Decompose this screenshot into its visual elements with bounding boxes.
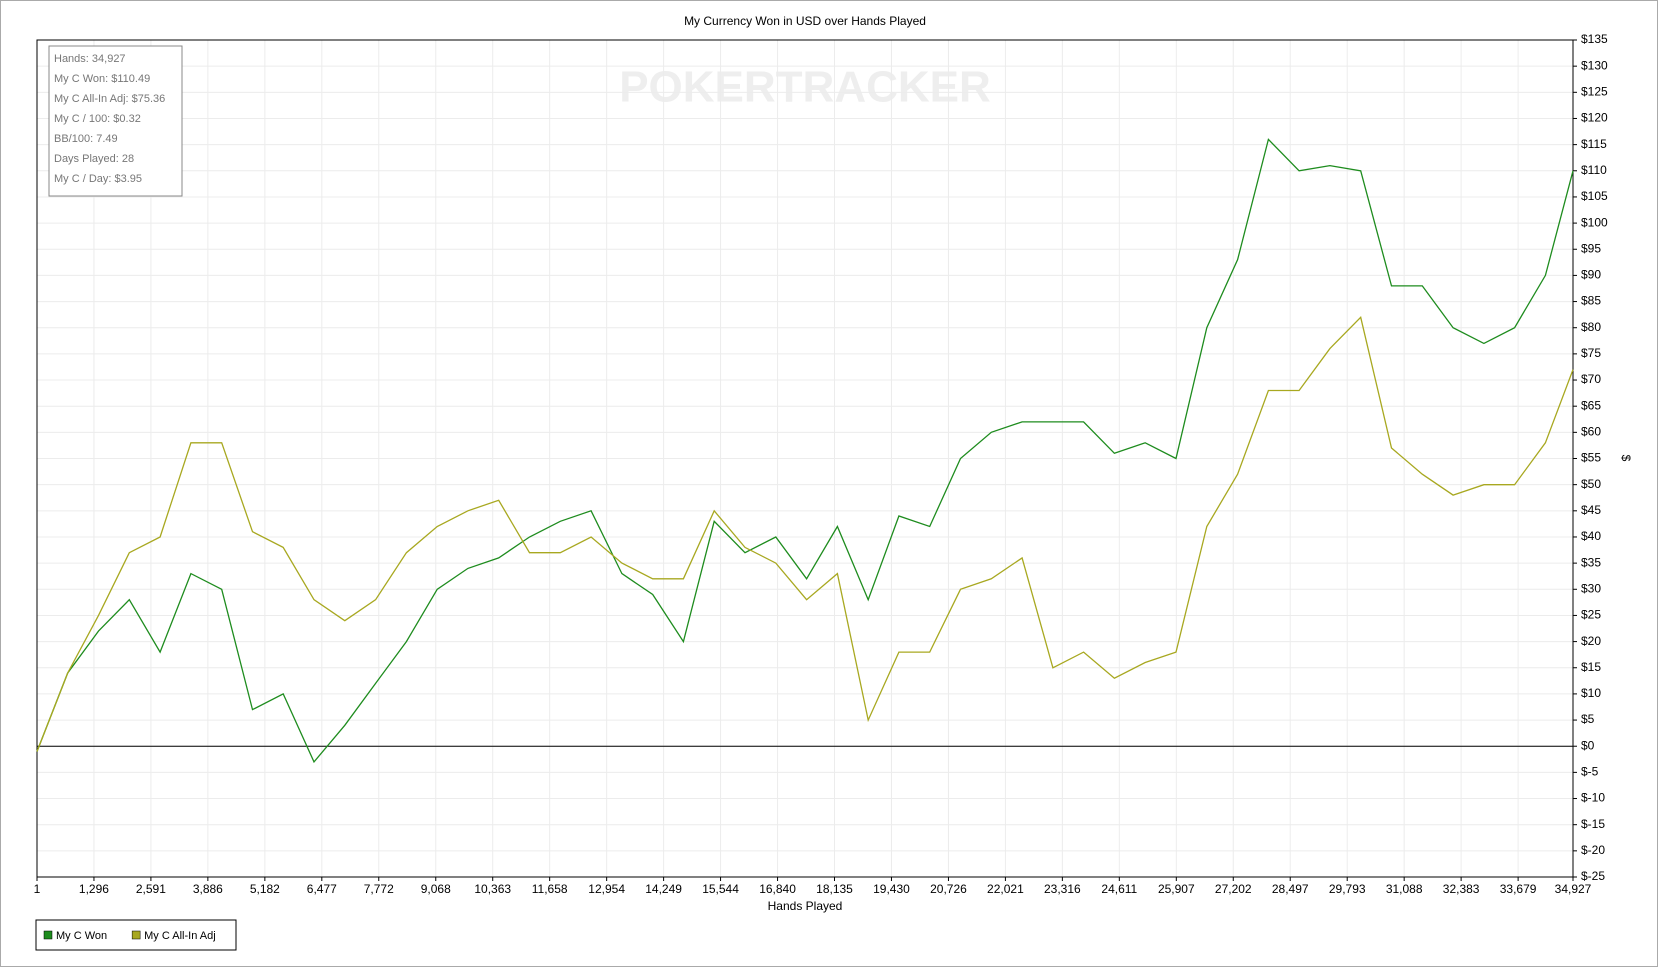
plot-border [36,39,1574,878]
x-tick-label: 32,383 [1443,882,1480,896]
x-tick-label: 16,840 [759,882,796,896]
y-tick-label: $55 [1581,451,1601,465]
y-tick-label: $105 [1581,189,1608,203]
stats-box [48,45,183,197]
y-tick-label: $125 [1581,84,1608,98]
x-tick-label: 22,021 [987,882,1024,896]
y-tick-label: $110 [1581,163,1607,177]
x-tick-label: 25,907 [1158,882,1195,896]
x-tick-label: 28,497 [1272,882,1309,896]
stats-item: Days Played: 28 [54,153,134,165]
stats-item: Hands: 34,927 [54,53,126,65]
x-tick-label: 15,544 [702,882,739,896]
x-tick-label: 23,316 [1044,882,1081,896]
x-tick-label: 1,296 [79,882,109,896]
x-tick-label: 11,658 [532,882,568,896]
legend-swatch [43,930,53,940]
y-tick-label: $115 [1581,137,1607,151]
x-tick-label: 18,135 [816,882,853,896]
y-tick-label: $100 [1581,215,1608,229]
stats-item: My C All-In Adj: $75.36 [54,93,165,105]
x-tick-label: 5,182 [250,882,280,896]
y-tick-label: $135 [1581,32,1608,46]
legend-swatch [131,930,141,940]
y-tick-label: $35 [1581,555,1601,569]
stats-item: My C / Day: $3.95 [54,173,142,185]
x-tick-label: 12,954 [588,882,625,896]
y-tick-label: $-20 [1581,843,1605,857]
y-tick-label: $75 [1581,346,1601,360]
x-tick-label: 14,249 [645,882,682,896]
x-axis-label: Hands Played [768,899,843,913]
chart-title: My Currency Won in USD over Hands Played [684,14,926,28]
x-tick-label: 33,679 [1500,882,1537,896]
y-tick-label: $80 [1581,320,1601,334]
y-tick-label: $95 [1581,241,1601,255]
y-tick-label: $20 [1581,634,1601,648]
x-tick-label: 9,068 [421,882,451,896]
stats-item: My C / 100: $0.32 [54,113,141,125]
y-tick-label: $15 [1581,660,1601,674]
y-tick-label: $-5 [1581,765,1599,779]
x-tick-label: 2,591 [136,882,166,896]
x-tick-label: 29,793 [1329,882,1366,896]
y-tick-label: $65 [1581,398,1601,412]
x-tick-label: 10,363 [474,882,511,896]
y-tick-label: $-25 [1581,869,1605,883]
x-tick-label: 3,886 [193,882,223,896]
y-tick-label: $50 [1581,477,1601,491]
y-tick-label: $5 [1581,712,1595,726]
y-tick-label: $25 [1581,608,1601,622]
x-tick-label: 7,772 [364,882,394,896]
watermark: POKERTRACKER [619,63,991,112]
y-tick-label: $0 [1581,738,1595,752]
y-tick-label: $70 [1581,372,1601,386]
x-tick-label: 31,088 [1386,882,1423,896]
x-tick-label: 34,927 [1555,882,1592,896]
y-tick-label: $130 [1581,58,1608,72]
y-tick-label: $-10 [1581,791,1605,805]
stats-item: BB/100: 7.49 [54,133,118,145]
y-tick-label: $45 [1581,503,1601,517]
stats-item: My C Won: $110.49 [54,73,150,85]
x-tick-label: 1 [34,882,41,896]
y-tick-label: $85 [1581,294,1601,308]
legend-label: My C Won [56,930,107,942]
series-line [36,316,1574,752]
y-tick-label: $30 [1581,581,1601,595]
x-tick-label: 19,430 [873,882,910,896]
x-tick-label: 20,726 [930,882,967,896]
y-tick-label: $-15 [1581,817,1605,831]
y-tick-label: $10 [1581,686,1601,700]
series-line [36,138,1574,764]
x-tick-label: 6,477 [307,882,337,896]
x-tick-label: 24,611 [1101,882,1137,896]
y-axis-label: $ [1619,455,1633,462]
y-tick-label: $40 [1581,529,1601,543]
legend-label: My C All-In Adj [144,930,216,942]
y-tick-label: $60 [1581,425,1601,439]
y-tick-label: $120 [1581,111,1608,125]
x-tick-label: 27,202 [1215,882,1252,896]
y-tick-label: $90 [1581,268,1601,282]
